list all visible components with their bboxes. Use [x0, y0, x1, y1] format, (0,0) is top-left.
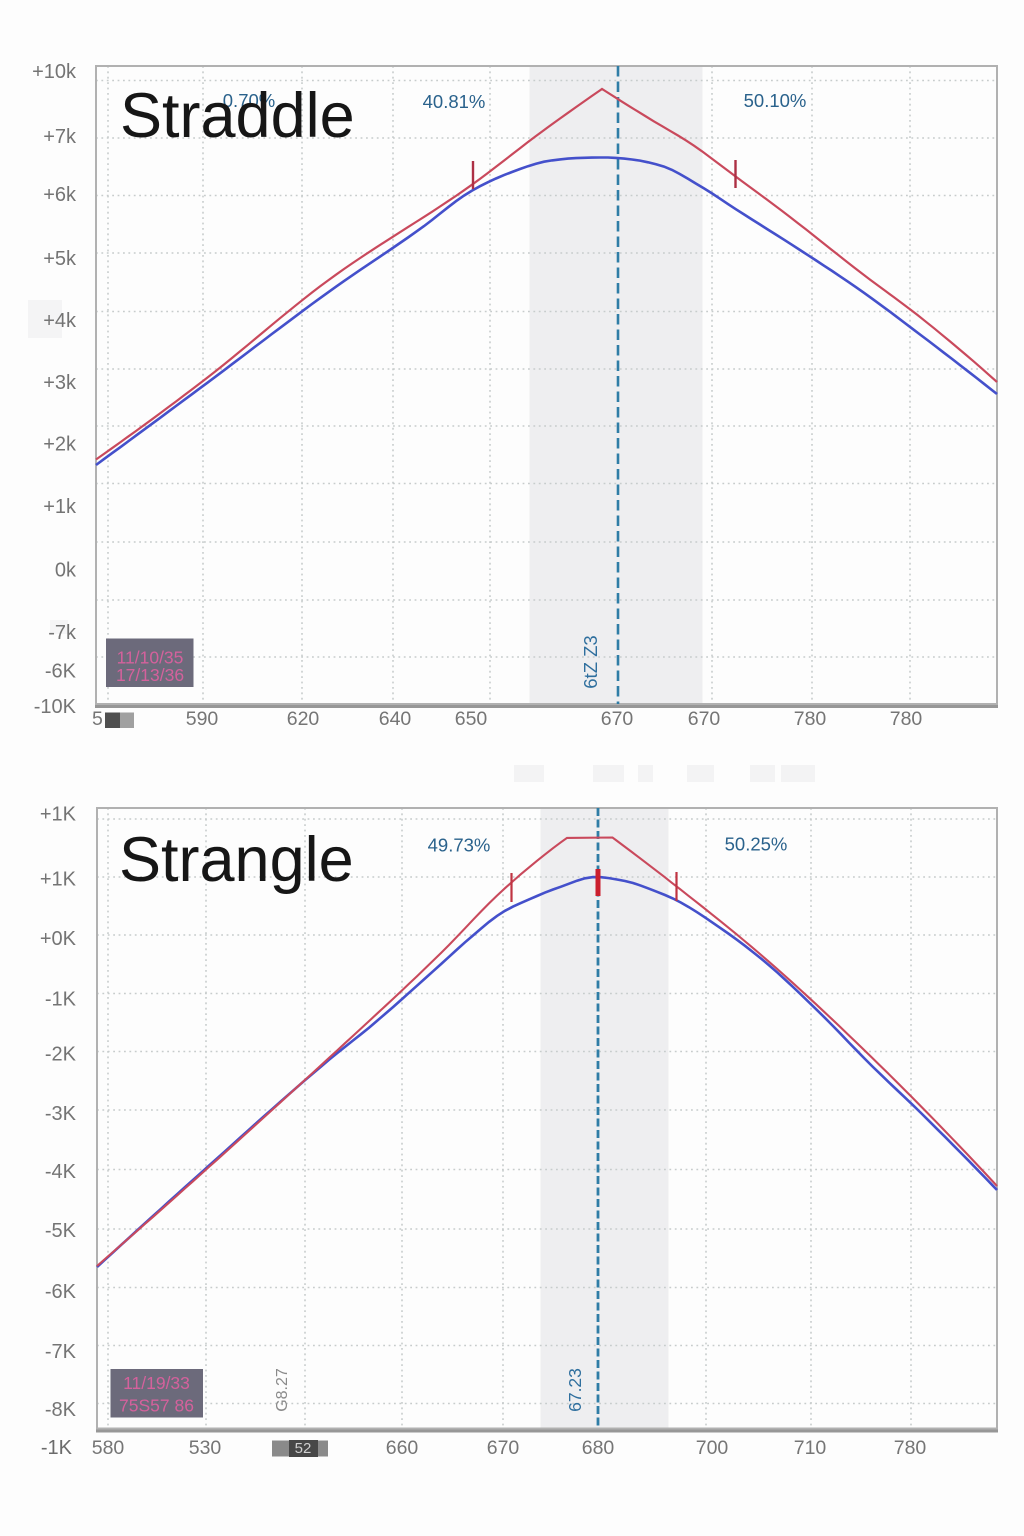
svg-text:710: 710 [794, 1437, 827, 1459]
svg-text:+0K: +0K [40, 928, 77, 950]
svg-text:+5k: +5k [43, 248, 77, 270]
svg-text:6tZ Z3: 6tZ Z3 [580, 635, 601, 688]
svg-text:-7K: -7K [45, 1341, 77, 1363]
svg-text:50.10%: 50.10% [744, 90, 807, 111]
svg-text:780: 780 [794, 708, 827, 730]
svg-text:+4k: +4k [43, 310, 77, 332]
svg-text:-6K: -6K [45, 661, 77, 683]
svg-text:+1k: +1k [43, 496, 77, 518]
svg-text:Strangle: Strangle [119, 825, 354, 895]
svg-text:75S57 86: 75S57 86 [119, 1396, 194, 1416]
svg-text:17/13/36: 17/13/36 [116, 665, 184, 685]
svg-text:+6k: +6k [43, 184, 77, 206]
svg-text:650: 650 [455, 708, 488, 730]
svg-text:620: 620 [287, 708, 320, 730]
svg-text:67.23: 67.23 [565, 1368, 585, 1412]
svg-text:-2K: -2K [45, 1044, 77, 1066]
svg-text:-5K: -5K [45, 1220, 77, 1242]
svg-text:49.73%: 49.73% [428, 835, 491, 856]
svg-text:G8.27: G8.27 [274, 1368, 291, 1412]
svg-text:+10k: +10k [32, 61, 77, 83]
svg-text:530: 530 [189, 1437, 222, 1459]
svg-text:-6K: -6K [45, 1281, 77, 1303]
svg-text:40.81%: 40.81% [423, 91, 486, 112]
svg-text:670: 670 [688, 708, 721, 730]
svg-text:670: 670 [487, 1437, 520, 1459]
svg-text:+7k: +7k [43, 126, 77, 148]
svg-text:+1K: +1K [40, 869, 77, 891]
svg-text:52: 52 [295, 1440, 312, 1457]
svg-text:660: 660 [386, 1437, 419, 1459]
svg-text:50.25%: 50.25% [725, 834, 788, 855]
svg-text:640: 640 [379, 708, 412, 730]
svg-text:Straddle: Straddle [120, 81, 355, 151]
svg-text:670: 670 [601, 708, 634, 730]
svg-text:+3k: +3k [43, 372, 77, 394]
svg-text:700: 700 [696, 1437, 729, 1459]
svg-text:-1K: -1K [41, 1437, 73, 1459]
svg-text:0k: 0k [55, 560, 77, 582]
svg-text:-4K: -4K [45, 1161, 77, 1183]
svg-text:-7k: -7k [48, 622, 77, 644]
svg-text:580: 580 [92, 1437, 125, 1459]
svg-text:0.70%: 0.70% [223, 90, 275, 111]
svg-text:+2k: +2k [43, 434, 77, 456]
svg-text:-10K: -10K [34, 696, 77, 718]
svg-text:11/19/33: 11/19/33 [123, 1373, 190, 1393]
svg-text:-1K: -1K [45, 989, 77, 1011]
svg-text:5: 5 [92, 708, 103, 730]
svg-text:780: 780 [890, 708, 923, 730]
svg-text:780: 780 [894, 1437, 927, 1459]
svg-text:-8K: -8K [45, 1399, 77, 1421]
svg-text:590: 590 [186, 708, 219, 730]
svg-text:680: 680 [582, 1437, 615, 1459]
svg-text:11/10/35: 11/10/35 [117, 648, 184, 668]
svg-text:+1K: +1K [40, 804, 77, 826]
svg-text:-3K: -3K [45, 1103, 77, 1125]
